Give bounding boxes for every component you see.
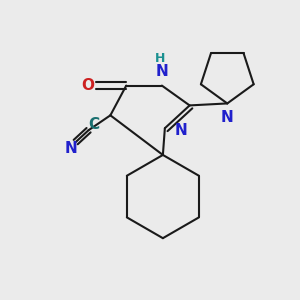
Text: N: N — [64, 140, 77, 155]
Text: H: H — [155, 52, 165, 65]
Text: N: N — [155, 64, 168, 79]
Text: O: O — [81, 78, 94, 93]
Text: C: C — [88, 117, 99, 132]
Text: N: N — [174, 123, 187, 138]
Text: N: N — [221, 110, 234, 125]
